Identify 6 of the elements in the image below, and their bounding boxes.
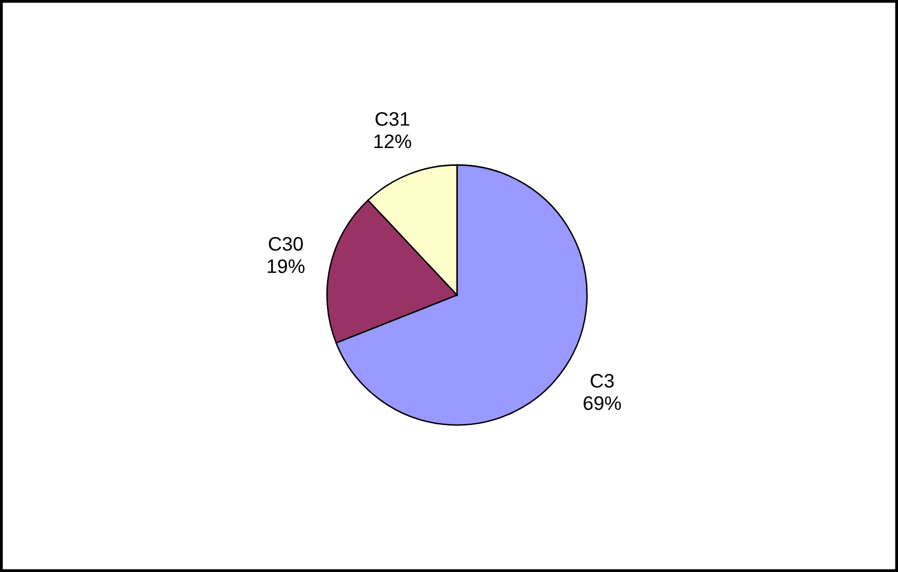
slice-label: C31 [376,112,410,126]
data-label: 12% [374,134,412,148]
data-label: 69% [584,396,621,410]
slice-label: C3 [590,374,614,388]
data-label: 19% [268,259,304,274]
slice-label: C30 [268,236,303,251]
